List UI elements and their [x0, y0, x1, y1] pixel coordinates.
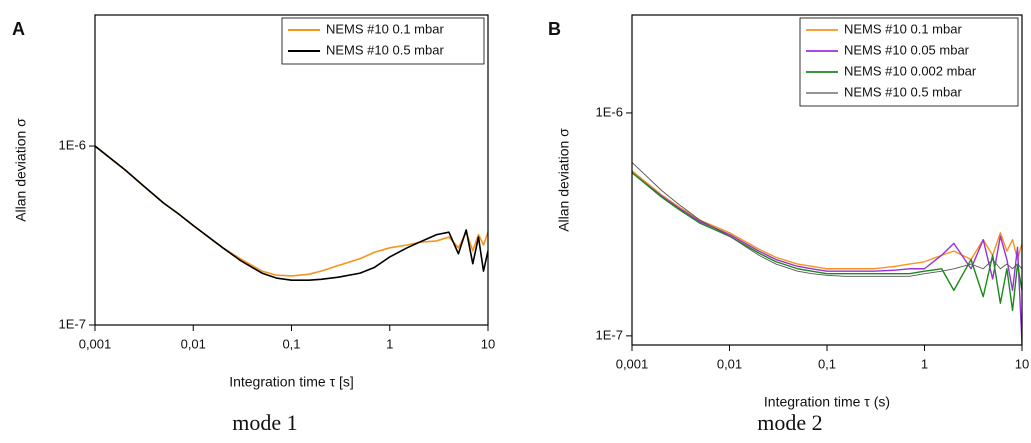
panel-label: A — [12, 19, 25, 39]
plot-frame — [94, 14, 489, 326]
caption: mode 1 — [232, 410, 297, 435]
caption: mode 2 — [757, 410, 822, 435]
y-tick-label: 1E-7 — [596, 327, 623, 342]
x-axis-label: Integration time τ (s) — [764, 394, 890, 410]
y-tick-label: 1E-6 — [59, 137, 86, 152]
y-axis-label: Allan deviation σ — [556, 128, 572, 232]
data-line — [632, 172, 1022, 312]
panel-label: B — [548, 19, 561, 39]
data-line — [95, 145, 488, 277]
x-tick-label: 0,1 — [282, 336, 300, 351]
data-line — [632, 162, 1022, 277]
x-tick-label: 1 — [386, 336, 393, 351]
x-tick-label: 0,001 — [79, 336, 112, 351]
x-tick-label: 0,001 — [616, 356, 649, 371]
y-axis-label: Allan deviation σ — [13, 118, 29, 222]
data-line — [632, 172, 1022, 344]
x-tick-label: 10 — [1015, 356, 1029, 371]
data-line — [95, 145, 488, 281]
x-tick-label: 0,01 — [181, 336, 206, 351]
plot-frame — [631, 14, 1023, 346]
x-axis-label: Integration time τ [s] — [229, 374, 354, 390]
x-tick-label: 10 — [481, 336, 495, 351]
y-tick-label: 1E-7 — [59, 316, 86, 331]
legend-label: NEMS #10 0.002 mbar — [844, 63, 977, 78]
legend-label: NEMS #10 0.5 mbar — [326, 42, 444, 57]
legend-label: NEMS #10 0.05 mbar — [844, 42, 970, 57]
data-line — [632, 170, 1022, 270]
x-tick-label: 0,1 — [818, 356, 836, 371]
x-tick-label: 1 — [921, 356, 928, 371]
legend-label: NEMS #10 0.1 mbar — [844, 21, 962, 36]
legend-label: NEMS #10 0.5 mbar — [844, 84, 962, 99]
legend-box — [799, 17, 1019, 107]
y-tick-label: 1E-6 — [596, 104, 623, 119]
legend-box — [281, 17, 485, 65]
x-tick-label: 0,01 — [717, 356, 742, 371]
legend-label: NEMS #10 0.1 mbar — [326, 21, 444, 36]
